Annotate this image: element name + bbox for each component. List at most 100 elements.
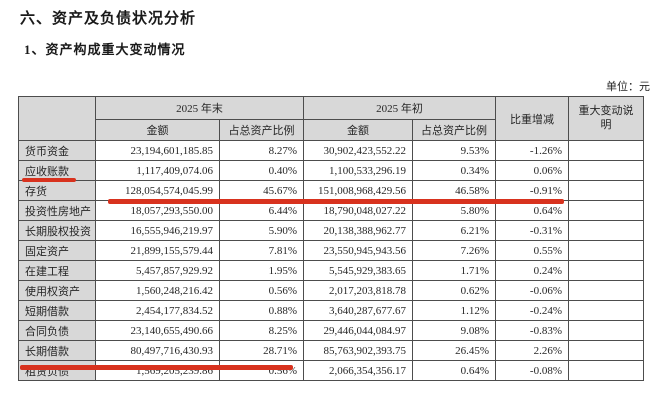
header-amount-end: 金额 <box>95 119 220 141</box>
asset-composition-table: 2025 年末 2025 年初 比重增减 重大变动说明 金额 占总资产比例 金额… <box>18 96 644 381</box>
table-row-long-term-borrowings: 长期借款 80,497,716,430.93 28.71% 85,763,902… <box>18 340 644 361</box>
end-amount: 1,117,409,074.06 <box>95 160 220 181</box>
table-row-inventory: 存货 128,054,574,045.99 45.67% 151,008,968… <box>18 180 644 201</box>
end-pct: 0.88% <box>219 300 304 321</box>
begin-amount: 23,550,945,943.56 <box>303 240 413 261</box>
row-label: 租赁负债 <box>18 360 96 381</box>
table-row-short-term-borrowings: 短期借款 2,454,177,834.52 0.88% 3,640,287,67… <box>18 300 644 321</box>
end-pct: 28.71% <box>219 340 304 361</box>
change-pct: 0.24% <box>495 260 569 281</box>
end-amount: 21,899,155,579.44 <box>95 240 220 261</box>
change-pct: 0.64% <box>495 200 569 221</box>
begin-amount: 1,100,533,296.19 <box>303 160 413 181</box>
note-cell <box>568 280 644 301</box>
header-period-begin: 2025 年初 <box>303 96 496 120</box>
end-amount: 16,555,946,219.97 <box>95 220 220 241</box>
end-pct: 5.90% <box>219 220 304 241</box>
note-cell <box>568 200 644 221</box>
begin-amount: 3,640,287,677.67 <box>303 300 413 321</box>
begin-amount: 151,008,968,429.56 <box>303 180 413 201</box>
note-cell <box>568 340 644 361</box>
change-pct: -0.31% <box>495 220 569 241</box>
table-row-contract-liabilities: 合同负债 23,140,655,490.66 8.25% 29,446,044,… <box>18 320 644 341</box>
change-pct: 0.06% <box>495 160 569 181</box>
annotation-underline-inventory-row <box>108 199 564 204</box>
row-label: 应收账款 <box>18 160 96 181</box>
end-amount: 2,454,177,834.52 <box>95 300 220 321</box>
row-label: 在建工程 <box>18 260 96 281</box>
begin-pct: 46.58% <box>412 180 496 201</box>
end-amount: 128,054,574,045.99 <box>95 180 220 201</box>
table-header-row-1: 2025 年末 2025 年初 比重增减 重大变动说明 <box>18 96 644 141</box>
begin-pct: 0.64% <box>412 360 496 381</box>
row-label: 固定资产 <box>18 240 96 261</box>
change-pct: -0.91% <box>495 180 569 201</box>
row-label: 使用权资产 <box>18 280 96 301</box>
table-row-long-term-equity-investment: 长期股权投资 16,555,946,219.97 5.90% 20,138,38… <box>18 220 644 241</box>
note-cell <box>568 140 644 161</box>
row-label: 投资性房地产 <box>18 200 96 221</box>
unit-label: 单位：元 <box>606 81 650 93</box>
end-amount: 1,560,248,216.42 <box>95 280 220 301</box>
note-cell <box>568 160 644 181</box>
change-pct: -0.06% <box>495 280 569 301</box>
end-pct: 7.81% <box>219 240 304 261</box>
begin-pct: 1.71% <box>412 260 496 281</box>
end-pct: 8.27% <box>219 140 304 161</box>
header-change: 比重增减 <box>495 96 569 141</box>
note-cell <box>568 320 644 341</box>
header-pct-begin: 占总资产比例 <box>412 119 496 141</box>
row-label: 存货 <box>18 180 96 201</box>
header-period-end: 2025 年末 <box>95 96 304 120</box>
begin-amount: 2,066,354,356.17 <box>303 360 413 381</box>
row-label: 短期借款 <box>18 300 96 321</box>
note-cell <box>568 260 644 281</box>
begin-pct: 6.21% <box>412 220 496 241</box>
end-pct: 0.56% <box>219 280 304 301</box>
header-amount-begin: 金额 <box>303 119 413 141</box>
header-pct-end: 占总资产比例 <box>219 119 304 141</box>
change-pct: -1.26% <box>495 140 569 161</box>
begin-pct: 0.62% <box>412 280 496 301</box>
begin-amount: 85,763,902,393.75 <box>303 340 413 361</box>
end-amount: 23,140,655,490.66 <box>95 320 220 341</box>
row-label: 合同负债 <box>18 320 96 341</box>
change-pct: 0.55% <box>495 240 569 261</box>
begin-pct: 9.08% <box>412 320 496 341</box>
begin-pct: 0.34% <box>412 160 496 181</box>
table-row-monetary-funds: 货币资金 23,194,601,185.85 8.27% 30,902,423,… <box>18 140 644 161</box>
change-pct: 2.26% <box>495 340 569 361</box>
end-pct: 0.56% <box>219 360 304 381</box>
end-pct: 1.95% <box>219 260 304 281</box>
row-label: 长期借款 <box>18 340 96 361</box>
table-row-lease-liabilities: 租赁负债 1,569,205,239.86 0.56% 2,066,354,35… <box>18 360 644 381</box>
note-cell <box>568 180 644 201</box>
table-row-accounts-receivable: 应收账款 1,117,409,074.06 0.40% 1,100,533,29… <box>18 160 644 181</box>
change-pct: -0.83% <box>495 320 569 341</box>
note-cell <box>568 220 644 241</box>
begin-pct: 1.12% <box>412 300 496 321</box>
table-row-fixed-assets: 固定资产 21,899,155,579.44 7.81% 23,550,945,… <box>18 240 644 261</box>
change-pct: -0.24% <box>495 300 569 321</box>
end-pct: 45.67% <box>219 180 304 201</box>
note-cell <box>568 360 644 381</box>
row-label: 长期股权投资 <box>18 220 96 241</box>
end-amount: 23,194,601,185.85 <box>95 140 220 161</box>
change-pct: -0.08% <box>495 360 569 381</box>
table-row-construction-in-progress: 在建工程 5,457,857,929.92 1.95% 5,545,929,38… <box>18 260 644 281</box>
begin-pct: 7.26% <box>412 240 496 261</box>
begin-pct: 26.45% <box>412 340 496 361</box>
begin-amount: 30,902,423,552.22 <box>303 140 413 161</box>
annotation-underline-long-term-borrowings <box>20 365 293 370</box>
end-amount: 1,569,205,239.86 <box>95 360 220 381</box>
begin-amount: 5,545,929,383.65 <box>303 260 413 281</box>
header-note: 重大变动说明 <box>568 96 644 141</box>
begin-amount: 29,446,044,084.97 <box>303 320 413 341</box>
end-amount: 5,457,857,929.92 <box>95 260 220 281</box>
section-title: 六、资产及负债状况分析 <box>20 11 197 27</box>
subsection-title: 1、资产构成重大变动情况 <box>24 42 186 57</box>
end-amount: 80,497,716,430.93 <box>95 340 220 361</box>
header-corner <box>18 96 96 141</box>
end-pct: 8.25% <box>219 320 304 341</box>
